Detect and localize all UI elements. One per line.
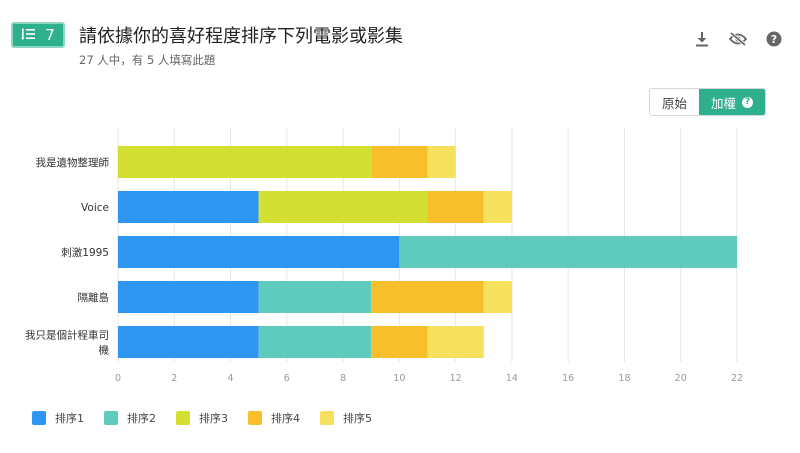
visibility-off-icon[interactable] [729,30,747,48]
score-mode-toggle: 原始 加權 ? [649,88,767,116]
legend-item[interactable]: 排序2 [104,410,156,426]
download-icon[interactable] [693,30,711,48]
question-title: 請依據你的喜好程度排序下列電影或影集 [79,26,403,47]
question-number: 7 [45,26,55,44]
x-tick-label: 0 [115,373,121,384]
bar-segment [118,191,259,223]
header-actions: ? [693,30,783,48]
legend-label: 排序5 [343,412,372,425]
x-tick-label: 14 [506,373,518,384]
bar-segment [258,281,372,313]
legend-swatch [320,411,334,425]
legend-label: 排序4 [271,412,300,425]
weighted-option-label: 加權 [711,95,737,111]
x-tick-label: 20 [675,373,687,384]
x-tick-label: 4 [228,373,234,384]
bar-segment [483,281,512,313]
bar-segment [118,326,259,358]
x-tick-label: 12 [450,373,462,384]
x-tick-label: 2 [171,373,177,384]
legend-label: 排序2 [127,412,156,425]
category-label: 我只是個計程車司 [25,329,109,342]
bar-segment [258,326,372,358]
legend-swatch [248,411,262,425]
category-label: Voice [81,202,109,214]
category-label: 刺激1995 [61,246,109,259]
bar-segment [118,146,372,178]
x-tick-label: 6 [284,373,290,384]
x-tick-label: 22 [731,373,743,384]
question-number-badge: 7 [11,22,65,48]
x-tick-label: 10 [393,373,405,384]
x-tick-label: 8 [340,373,346,384]
legend-item[interactable]: 排序4 [248,410,300,426]
bar-segment [371,281,484,313]
weighted-option[interactable]: 加權 ? [699,89,766,115]
x-tick-label: 18 [618,373,630,384]
help-icon[interactable]: ? [765,30,783,48]
legend-item[interactable]: 排序5 [320,410,372,426]
category-label: 機 [99,344,110,357]
legend-item[interactable]: 排序3 [176,410,228,426]
bar-segment [427,146,456,178]
legend-swatch [32,411,46,425]
bar-segment [483,191,512,223]
x-tick-label: 16 [562,373,574,384]
legend-item[interactable]: 排序1 [32,410,84,426]
chart-legend: 排序1 排序2 排序3 排序4 排序5 [32,410,372,426]
legend-swatch [104,411,118,425]
bar-segment [371,326,428,358]
response-count: 27 人中，有 5 人填寫此題 [79,53,216,67]
category-label: 我是遺物整理師 [36,156,110,169]
bar-segment [427,326,484,358]
bar-segment [118,236,400,268]
bar-segment [258,191,428,223]
bar-segment [118,281,259,313]
ordered-list-icon [21,26,36,45]
original-option[interactable]: 原始 [650,89,699,115]
legend-label: 排序1 [55,412,84,425]
bar-segment [399,236,737,268]
bar-segment [371,146,428,178]
legend-swatch [176,411,190,425]
category-label: 隔離島 [78,291,110,304]
legend-label: 排序3 [199,412,228,425]
weighted-help-icon[interactable]: ? [742,96,754,108]
svg-text:?: ? [771,33,777,46]
bar-segment [427,191,484,223]
ranking-bar-chart: 0 2 4 6 8 10 12 14 16 18 20 22 我是遺物整理師 Voice 刺激1995 隔離島… [25,128,743,384]
